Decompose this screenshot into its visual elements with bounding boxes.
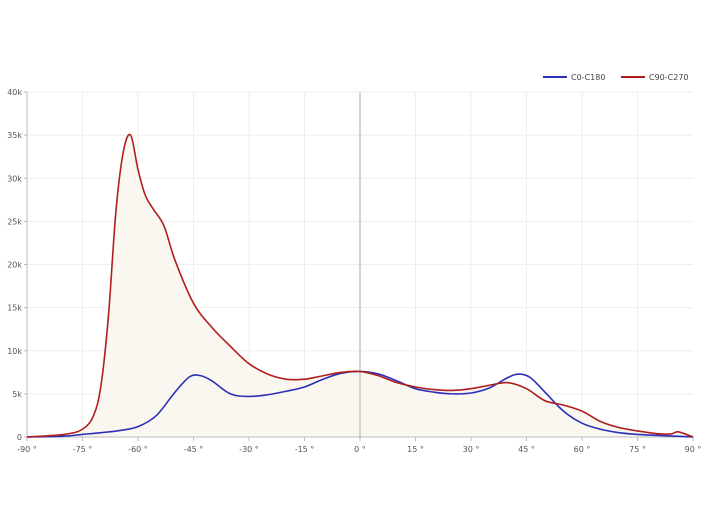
x-tick-label: -60 ° (128, 445, 148, 454)
y-tick-label: 30k (7, 174, 22, 183)
legend-label: C90-C270 (649, 73, 689, 82)
legend-item-c90-c270[interactable]: C90-C270 (621, 73, 689, 82)
x-tick-label: 60 ° (574, 445, 591, 454)
x-tick-label: 0 ° (354, 445, 366, 454)
axes: 0 5k 10k 15k 20k 25k 30k 35k 40k -90 ° -75 ° -60 ° -… (7, 88, 701, 454)
series-line-c0-c180 (26, 370, 694, 438)
area-fill (27, 134, 693, 437)
y-tick-label: 15k (7, 304, 22, 313)
y-tick-label: 0 (17, 433, 22, 442)
legend[interactable]: C0-C180 C90-C270 (543, 73, 689, 82)
x-tick-label: -45 ° (184, 445, 204, 454)
x-tick-label: -15 ° (295, 445, 315, 454)
series-lines (26, 133, 694, 438)
y-tick-label: 25k (7, 217, 22, 226)
x-tick-label: -75 ° (73, 445, 93, 454)
legend-item-c0-c180[interactable]: C0-C180 (543, 73, 605, 82)
x-tick-label: 15 ° (407, 445, 424, 454)
x-tick-label: 30 ° (463, 445, 480, 454)
x-tick-label: -30 ° (239, 445, 259, 454)
y-tick-label: 40k (7, 88, 22, 97)
series-line-c90-c270 (26, 133, 694, 438)
x-tick-label: 90 ° (685, 445, 702, 454)
y-tick-label: 20k (7, 261, 22, 270)
x-tick-label: 45 ° (518, 445, 535, 454)
y-tick-label: 35k (7, 131, 22, 140)
x-tick-label: -90 ° (17, 445, 37, 454)
x-tick-label: 75 ° (629, 445, 646, 454)
legend-label: C0-C180 (571, 73, 605, 82)
y-tick-label: 10k (7, 347, 22, 356)
y-tick-label: 5k (12, 390, 22, 399)
